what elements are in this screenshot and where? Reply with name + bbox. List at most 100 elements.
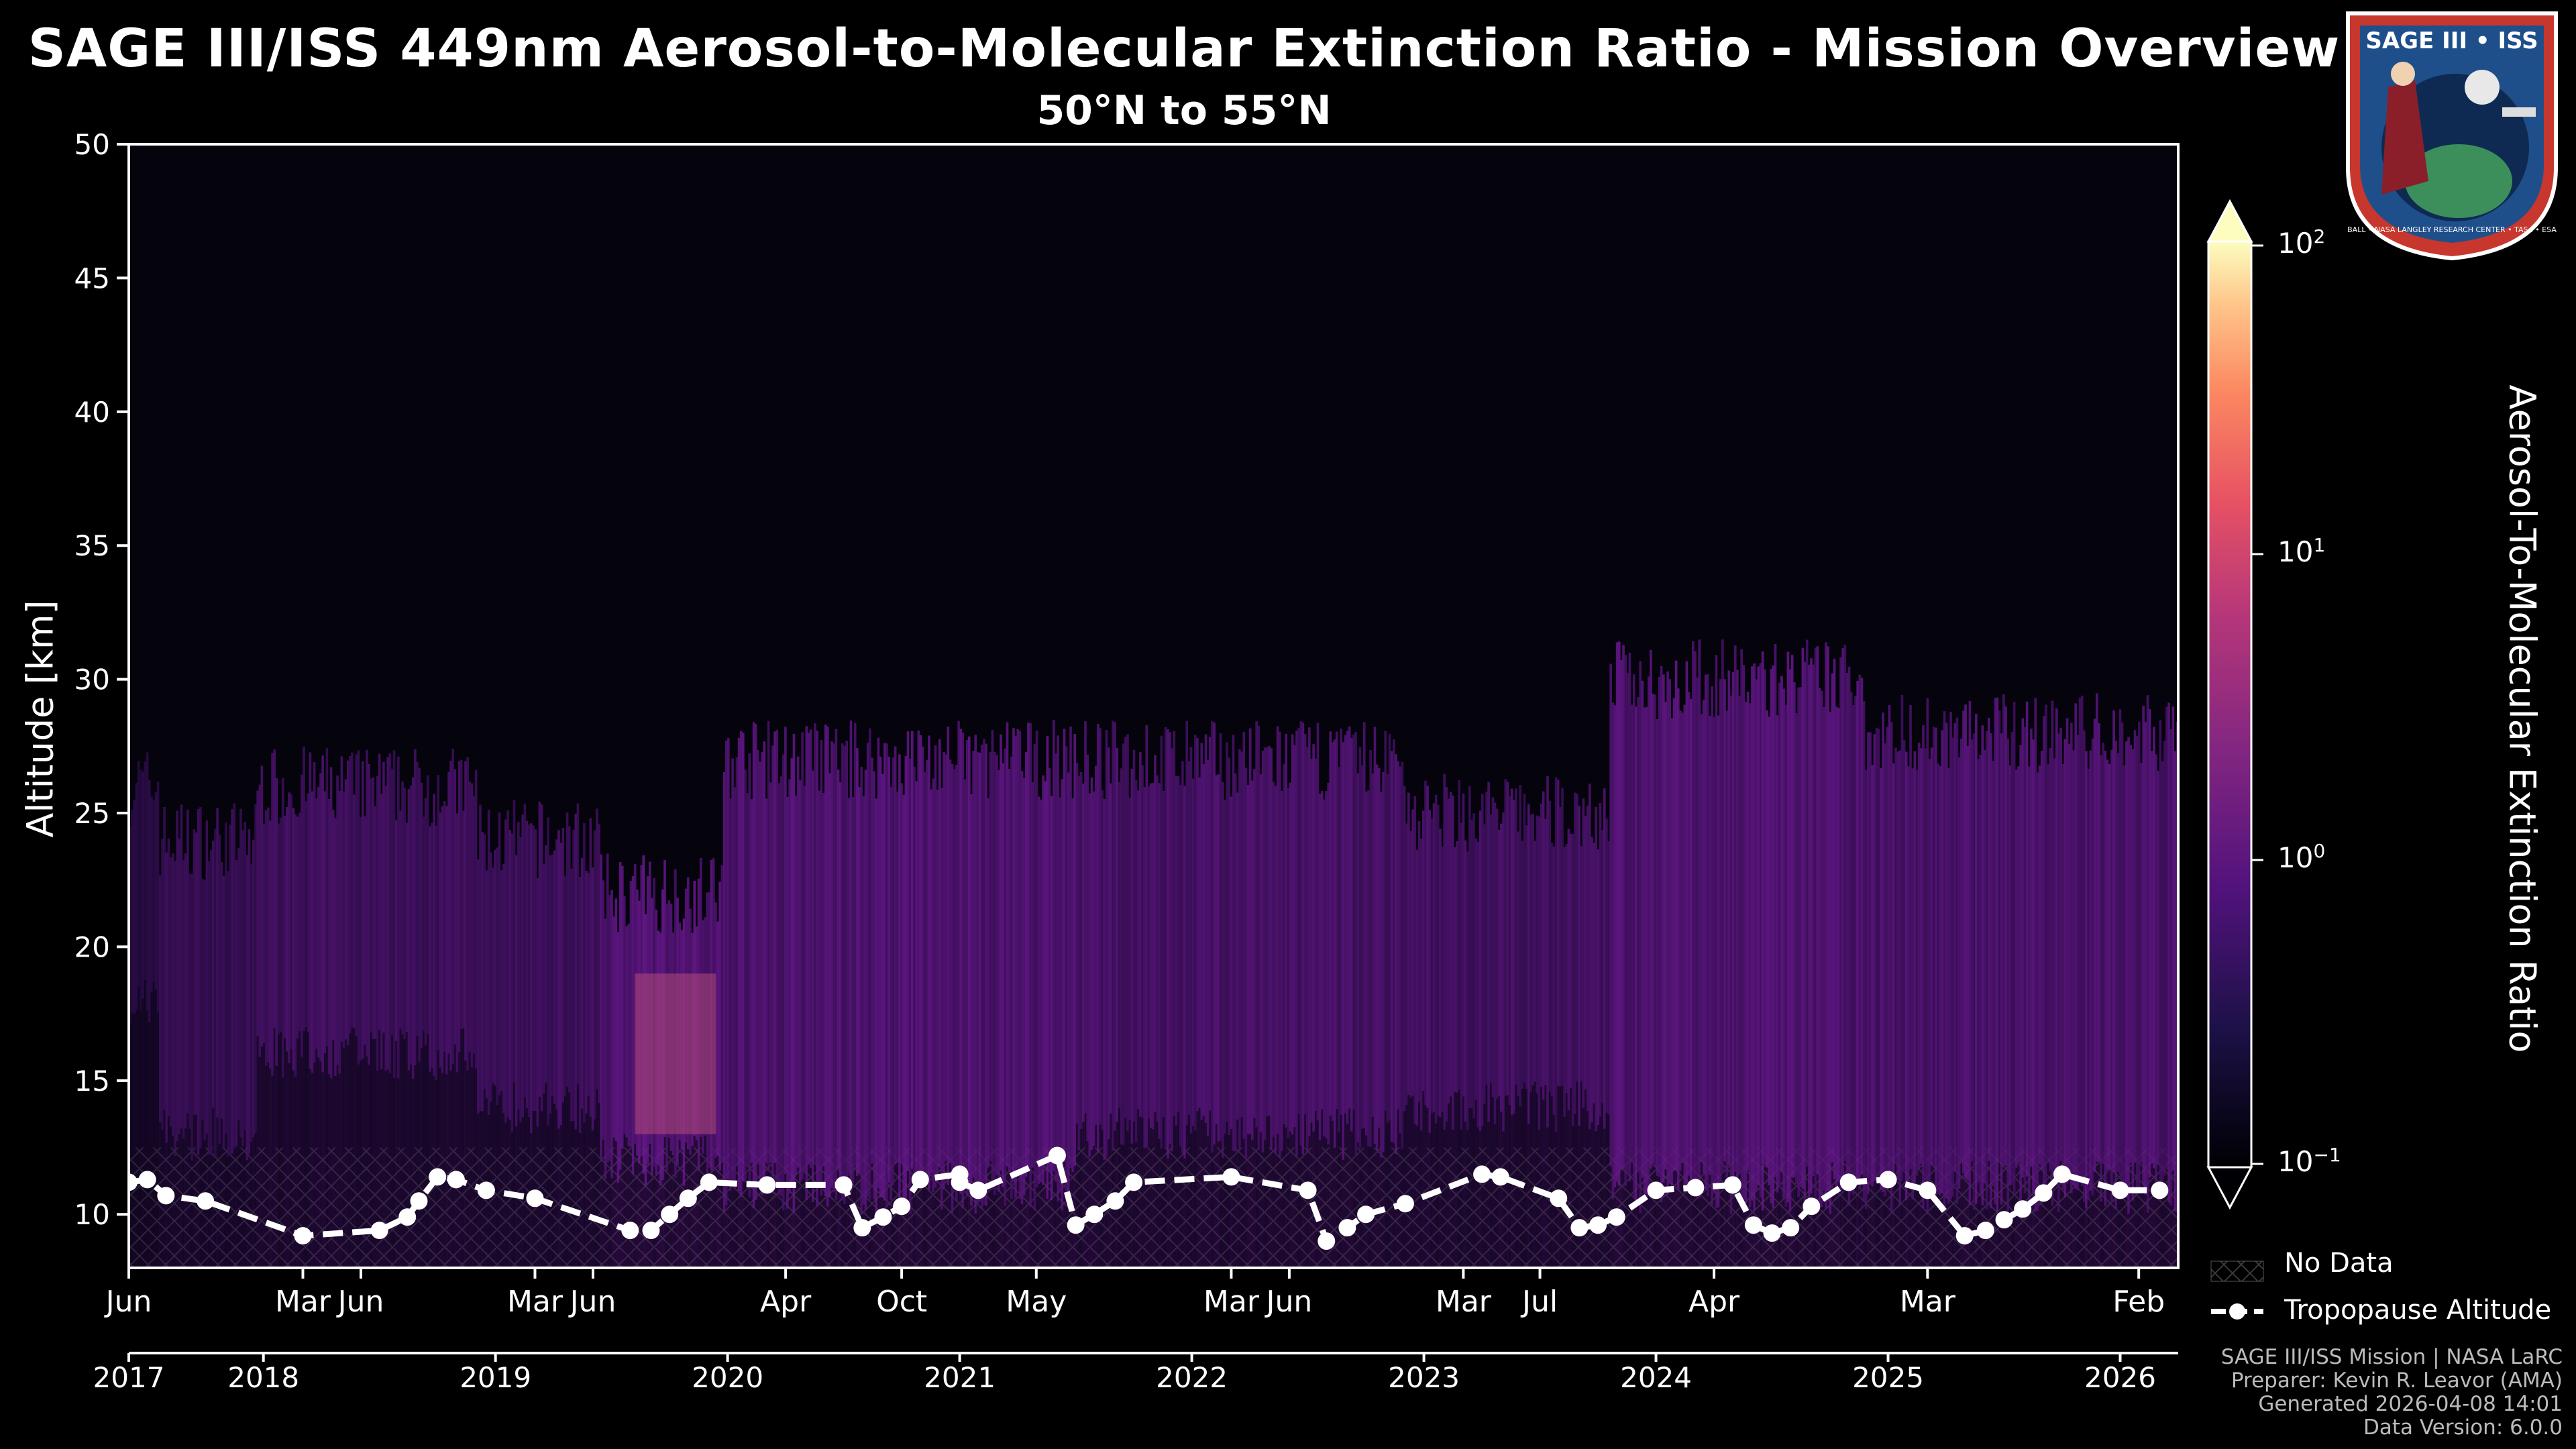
heatmap-column-low	[1692, 1185, 1695, 1268]
heatmap-column	[286, 806, 288, 1052]
heatmap-column	[972, 751, 975, 1178]
heatmap-column	[2074, 703, 2078, 1189]
heatmap-column-low	[932, 1191, 935, 1268]
x-tick-label: Apr	[1688, 1285, 1740, 1319]
heatmap-column-low	[2038, 1164, 2041, 1268]
heatmap-column-low	[1544, 1085, 1547, 1268]
heatmap-column-low	[1778, 1184, 1781, 1268]
heatmap-column	[1204, 734, 1208, 1124]
heatmap-column	[1816, 646, 1819, 1175]
x-tick-label: Mar	[1900, 1285, 1956, 1319]
heatmap-column-low	[1882, 1192, 1884, 1268]
heatmap-column-low	[1839, 1191, 1842, 1268]
heatmap-column-low	[2036, 1211, 2039, 1268]
heatmap-column-low	[2100, 1201, 2102, 1268]
heatmap-column-low	[1371, 1116, 1375, 1268]
heatmap-column-low	[1896, 1180, 1899, 1268]
heatmap-column-low	[1018, 1199, 1022, 1268]
heatmap-column-low	[714, 1158, 717, 1268]
heatmap-column	[148, 780, 151, 1023]
heatmap-column	[521, 814, 525, 1118]
heatmap-column-low	[943, 1189, 945, 1268]
heatmap-column	[401, 782, 404, 1035]
heatmap-column-low	[638, 1163, 641, 1268]
heatmap-column	[796, 756, 800, 1168]
heatmap-column	[2161, 761, 2164, 1195]
heatmap-column-low	[1395, 1154, 1397, 1268]
heatmap-column	[246, 855, 249, 1161]
heatmap-column	[357, 750, 360, 1065]
heatmap-column-low	[1259, 1132, 1263, 1268]
heatmap-column	[614, 898, 618, 1141]
heatmap-column	[1259, 774, 1263, 1133]
colorbar-tick: 10−1	[2277, 1144, 2341, 1178]
heatmap-column-low	[974, 1214, 977, 1268]
heatmap-column-low	[140, 1010, 142, 1268]
heatmap-column-low	[689, 1155, 692, 1268]
heatmap-column-low	[1354, 1155, 1357, 1268]
heatmap-column	[1907, 766, 1910, 1187]
heatmap-column	[875, 798, 878, 1213]
heatmap-column	[1641, 680, 1644, 1178]
heatmap-column-low	[775, 1184, 779, 1268]
heatmap-column	[2012, 702, 2016, 1196]
heatmap-column-low	[1845, 1179, 1849, 1268]
heatmap-column	[1919, 748, 1923, 1164]
tropopause-series	[129, 1146, 2169, 1250]
heatmap-column	[1622, 645, 1625, 1169]
tropopause-point	[853, 1219, 871, 1237]
heatmap-column	[1900, 694, 1904, 1181]
heatmap-column-low	[545, 1083, 547, 1268]
heatmap-column-low	[1536, 1093, 1539, 1268]
heatmap-column	[794, 795, 798, 1175]
heatmap-column-low	[633, 1143, 637, 1268]
heatmap-column-low	[1635, 1203, 1638, 1268]
heatmap-column-low	[1198, 1108, 1201, 1268]
heatmap-column-low	[752, 1208, 755, 1268]
heatmap-column-low	[674, 1178, 677, 1268]
heatmap-column-low	[2027, 1202, 2031, 1268]
heatmap-column	[2112, 710, 2115, 1172]
heatmap-column	[269, 820, 272, 1069]
heatmap-column	[1643, 707, 1646, 1194]
colorbar-extend-max	[2206, 199, 2253, 243]
heatmap-column	[1676, 688, 1680, 1190]
heatmap-column-low	[1234, 1151, 1237, 1268]
heatmap-column-low	[534, 1111, 537, 1268]
heatmap-column-low	[1362, 1128, 1366, 1268]
heatmap-column	[1632, 674, 1635, 1199]
heatmap-column	[2015, 769, 2018, 1168]
heatmap-column	[1563, 847, 1566, 1117]
heatmap-column	[1947, 767, 1950, 1203]
heatmap-column	[559, 843, 562, 1126]
heatmap-column	[589, 818, 592, 1117]
heatmap-column	[820, 740, 823, 1196]
heatmap-column	[1114, 722, 1116, 1131]
heatmap-column	[1401, 761, 1404, 1149]
heatmap-column-low	[386, 1069, 389, 1268]
heatmap-column	[959, 729, 963, 1194]
heatmap-column-low	[2174, 1211, 2177, 1268]
heatmap-column-low	[1257, 1150, 1260, 1268]
heatmap-column-low	[1894, 1163, 1897, 1268]
tropopause-point	[1085, 1205, 1104, 1224]
heatmap-column-low	[368, 1065, 370, 1268]
tropopause-point	[969, 1181, 987, 1199]
heatmap-column	[1285, 734, 1288, 1128]
heatmap-column-low	[794, 1175, 798, 1268]
heatmap-column	[1894, 747, 1897, 1163]
heatmap-column-low	[987, 1167, 989, 1268]
heatmap-column-low	[686, 1149, 690, 1268]
heatmap-column	[1788, 669, 1792, 1212]
heatmap-column	[1512, 800, 1515, 1114]
heatmap-column	[570, 868, 573, 1122]
heatmap-column	[1443, 773, 1446, 1130]
heatmap-column	[1939, 765, 1942, 1195]
heatmap-column-low	[1964, 1178, 1967, 1268]
heatmap-column	[1240, 751, 1243, 1117]
heatmap-column-low	[1788, 1212, 1792, 1268]
heatmap-column	[1375, 764, 1379, 1150]
heatmap-column-low	[910, 1169, 914, 1268]
heatmap-column-low	[1268, 1115, 1271, 1268]
heatmap-column	[1611, 702, 1615, 1200]
